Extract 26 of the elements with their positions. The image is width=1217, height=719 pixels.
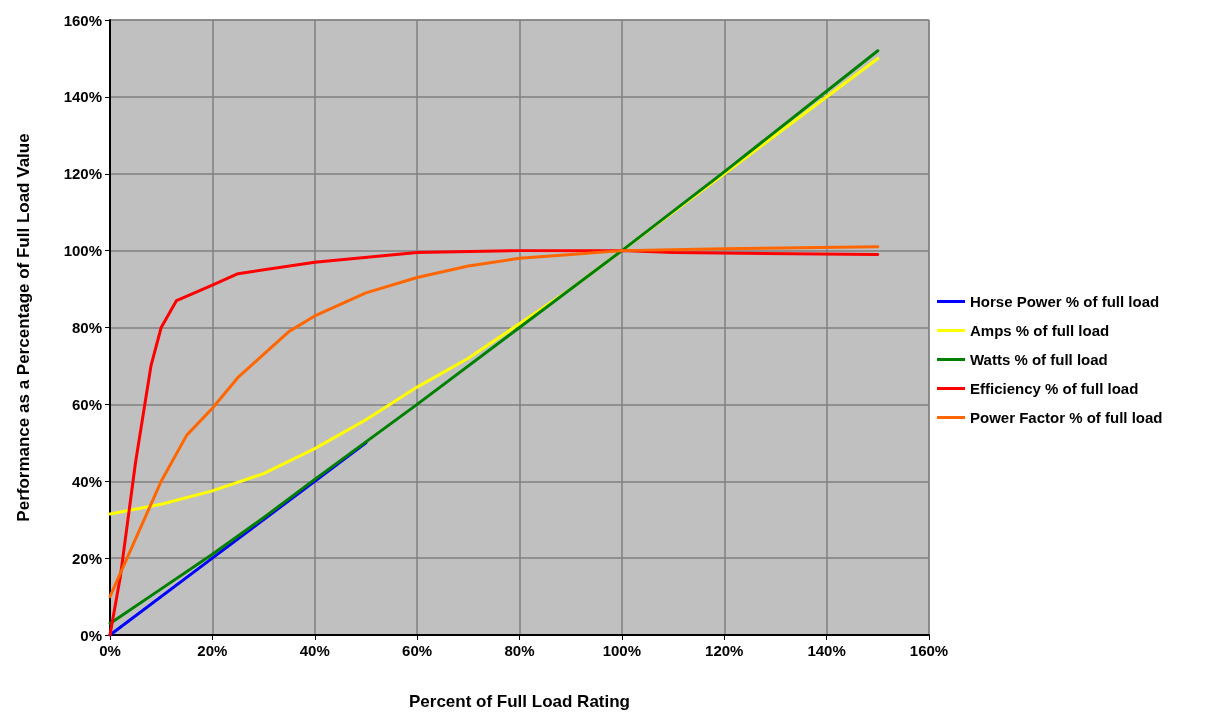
y-tick-label: 60% [71, 395, 102, 413]
x-tick-label: 40% [299, 642, 330, 659]
y-tick-label: 100% [63, 242, 102, 260]
y-tick-label: 0% [80, 626, 102, 644]
legend-label: Power Factor % of full load [970, 409, 1163, 426]
y-axis-title: Performance as a Percentage of Full Load Value [14, 133, 33, 522]
y-tick-label: 120% [63, 165, 102, 183]
x-tick-label: 140% [807, 642, 846, 659]
y-tick-label: 40% [71, 472, 102, 490]
x-tick-label: 120% [705, 642, 744, 659]
x-tick-label: 0% [99, 642, 121, 659]
x-axis-title: Percent of Full Load Rating [408, 692, 631, 711]
legend-label: Watts % of full load [970, 351, 1108, 368]
legend-label: Horse Power % of full load [970, 293, 1160, 310]
x-tick-label: 60% [402, 642, 433, 659]
y-tick-label: 140% [63, 88, 102, 106]
x-tick-label: 80% [504, 642, 535, 659]
legend-label: Amps % of full load [970, 322, 1110, 339]
y-tick-label: 160% [63, 11, 102, 29]
y-tick-label: 20% [71, 549, 102, 567]
x-tick-label: 20% [197, 642, 228, 659]
y-tick-label: 80% [71, 319, 102, 336]
line-series [108, 49, 880, 625]
legend-label: Efficiency % of full load [970, 380, 1139, 397]
x-tick-label: 160% [909, 642, 949, 659]
x-tick-label: 100% [602, 642, 642, 659]
